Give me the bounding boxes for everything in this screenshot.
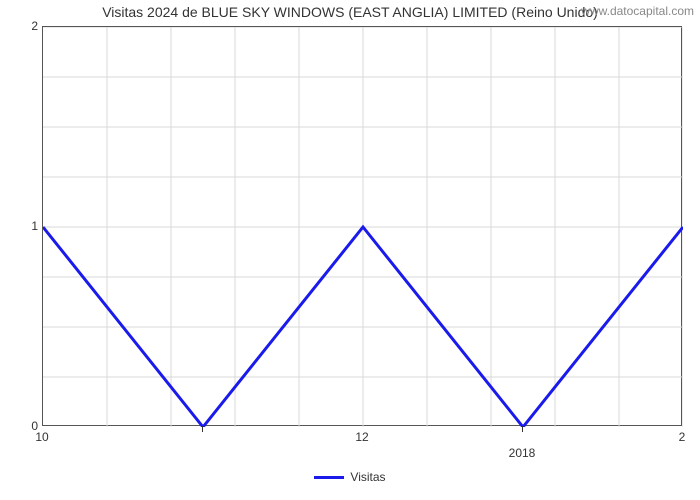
watermark: www.datocapital.com — [581, 4, 694, 18]
legend-label: Visitas — [350, 470, 385, 484]
x-minor-tick — [202, 426, 203, 432]
plot-area — [42, 26, 682, 426]
x-tick-label: 2 — [679, 430, 686, 444]
legend-line — [314, 476, 344, 479]
x-tick-secondary-label: 2018 — [509, 446, 536, 460]
chart-svg — [43, 27, 683, 427]
x-tick-label: 12 — [355, 430, 368, 444]
x-tick-label: 10 — [35, 430, 48, 444]
x-minor-tick — [522, 426, 523, 432]
y-tick-label: 2 — [18, 19, 38, 33]
legend: Visitas — [0, 470, 700, 484]
y-tick-label: 1 — [18, 219, 38, 233]
